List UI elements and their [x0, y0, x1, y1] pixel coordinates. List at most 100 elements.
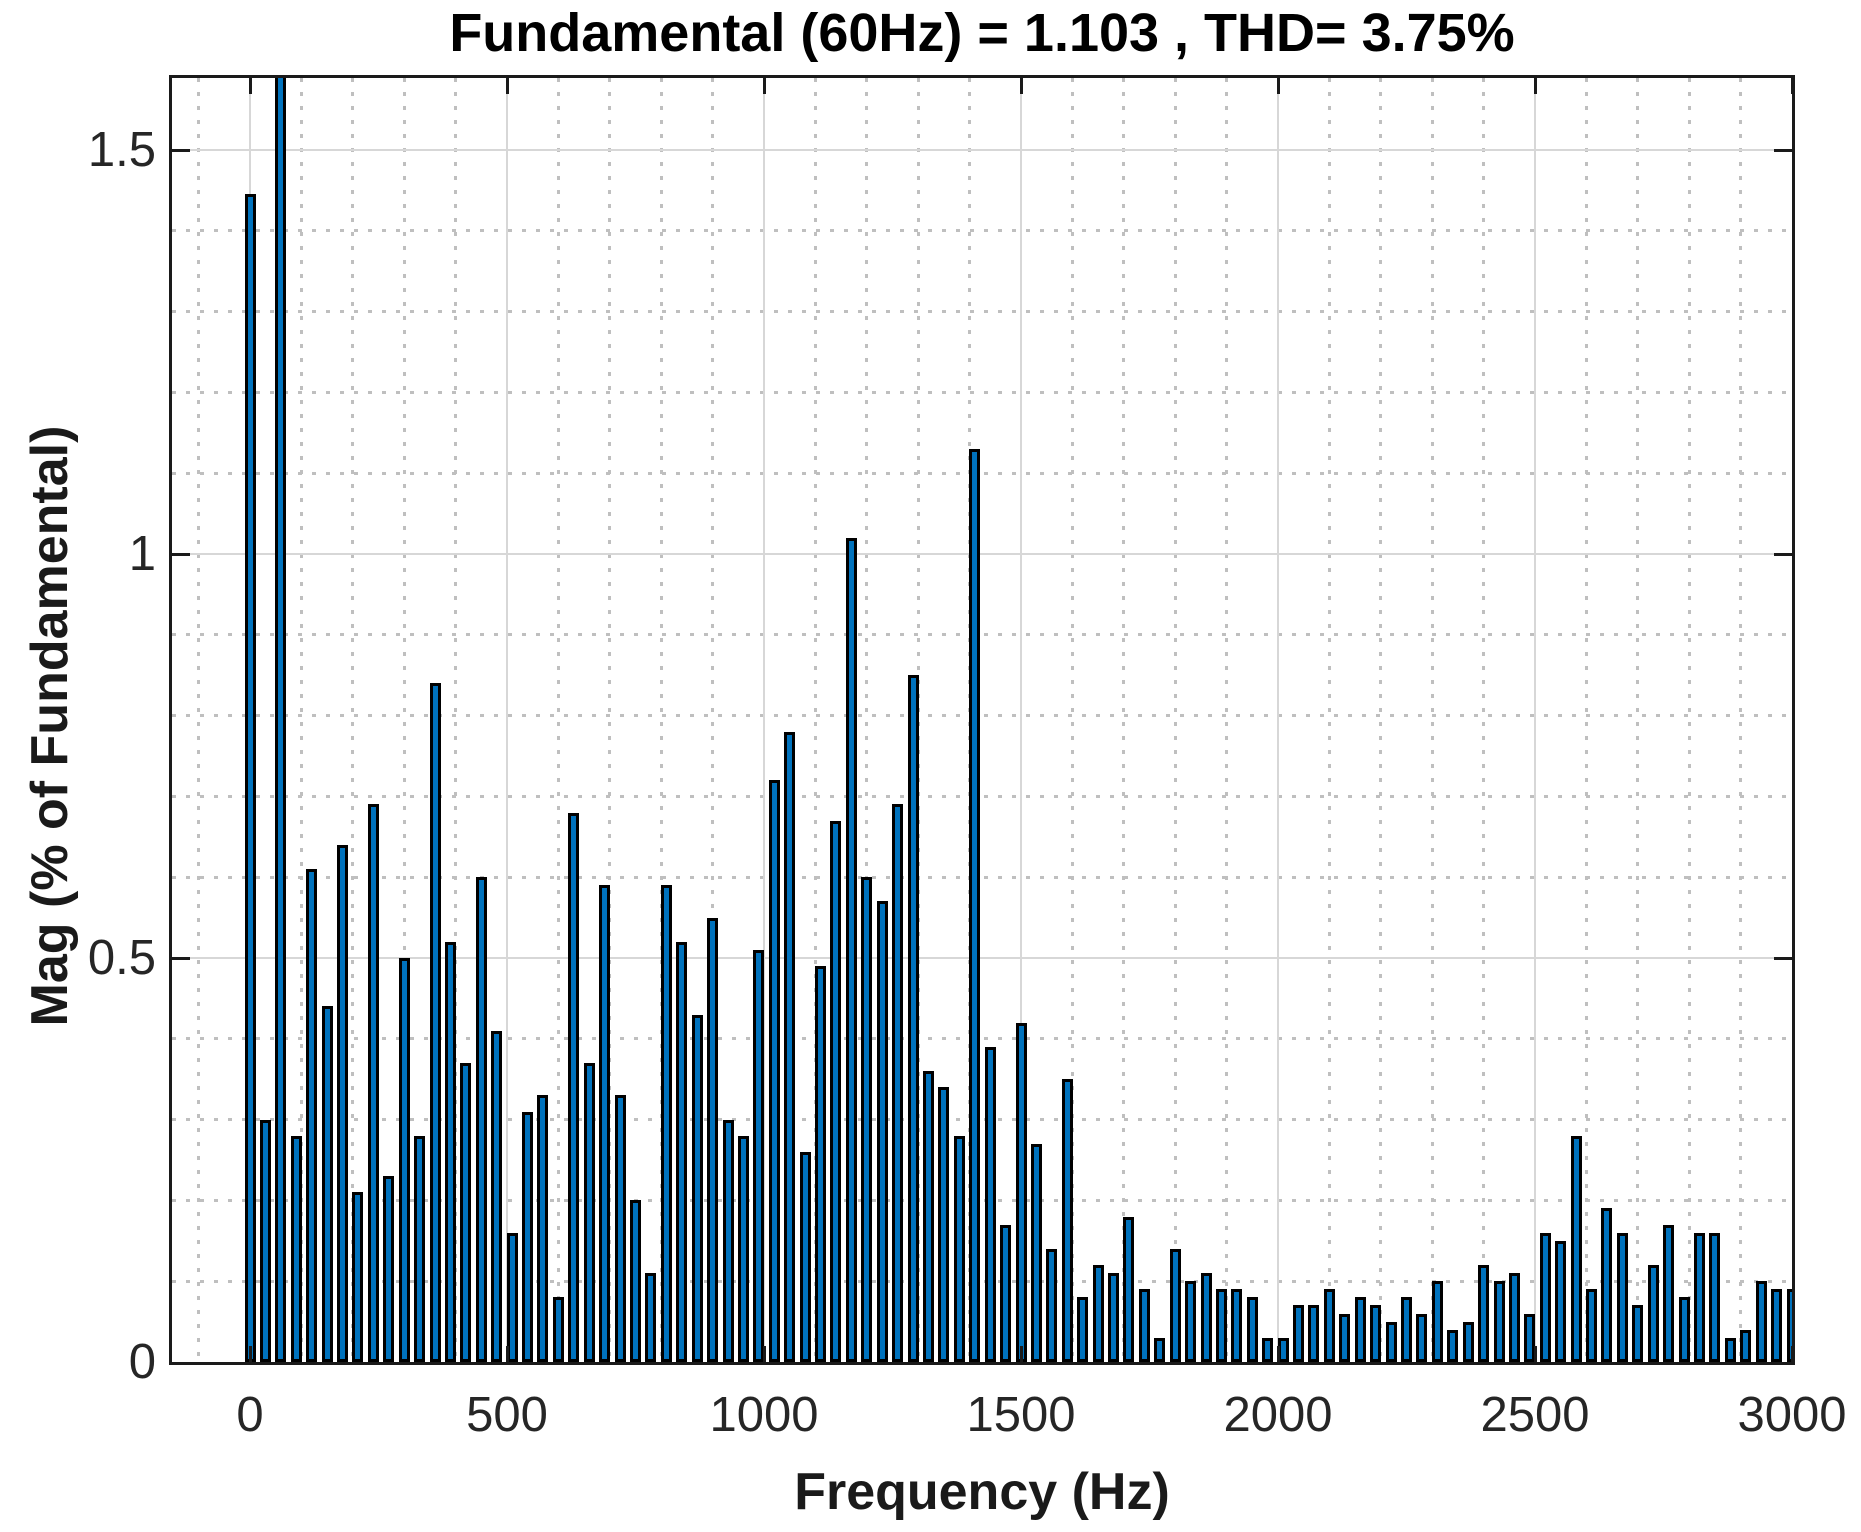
major-gridline-y — [172, 149, 1792, 151]
y-tick-mark — [1774, 956, 1792, 960]
bar — [892, 804, 904, 1362]
bar — [815, 966, 827, 1362]
bar — [1616, 1233, 1628, 1362]
minor-gridline-x — [1636, 78, 1640, 1362]
y-tick-label: 0 — [128, 1335, 156, 1389]
bar — [1293, 1305, 1305, 1362]
bar — [1755, 1281, 1767, 1362]
bar — [799, 1152, 811, 1362]
bar — [922, 1071, 934, 1362]
bar — [984, 1047, 996, 1362]
bar — [1123, 1217, 1135, 1362]
minor-gridline-y — [172, 471, 1792, 475]
x-tick-mark — [248, 78, 252, 94]
bar — [398, 958, 410, 1362]
x-tick-label: 1000 — [709, 1388, 819, 1442]
minor-gridline-x — [1173, 78, 1177, 1362]
minor-gridline-x — [813, 78, 817, 1362]
minor-gridline-x — [1584, 78, 1588, 1362]
bar — [1724, 1338, 1736, 1362]
bar — [1401, 1297, 1412, 1362]
bar — [1462, 1322, 1474, 1362]
x-tick-label: 3000 — [1737, 1388, 1847, 1442]
bar — [969, 449, 981, 1362]
bar — [475, 877, 487, 1362]
bar — [259, 1120, 271, 1362]
minor-gridline-x — [1225, 78, 1229, 1362]
x-tick-mark — [1790, 1346, 1792, 1362]
y-axis-label: Mag (% of Fundamental) — [21, 425, 79, 1027]
y-tick-mark — [1774, 552, 1792, 556]
bar — [460, 1063, 472, 1362]
major-gridline-x — [1534, 78, 1536, 1362]
major-gridline-x — [1277, 78, 1279, 1362]
x-tick-mark — [1790, 78, 1792, 94]
minor-gridline-y — [172, 875, 1792, 879]
minor-gridline-x — [556, 78, 560, 1362]
x-axis-label: Frequency (Hz) — [794, 1463, 1170, 1521]
bar — [1385, 1322, 1397, 1362]
bar — [876, 901, 888, 1362]
bar — [645, 1273, 657, 1362]
bar — [1416, 1314, 1428, 1362]
bar — [1678, 1297, 1690, 1362]
bar — [1308, 1305, 1320, 1362]
x-tick-mark — [505, 1346, 509, 1362]
bar — [1478, 1265, 1490, 1362]
bar — [1339, 1314, 1351, 1362]
minor-gridline-x — [711, 78, 715, 1362]
minor-gridline-x — [1327, 78, 1331, 1362]
minor-gridline-x — [299, 78, 303, 1362]
bar — [784, 732, 796, 1362]
bar — [367, 804, 379, 1362]
bar — [1061, 1079, 1073, 1362]
y-tick-label: 1.5 — [87, 123, 156, 177]
y-tick-mark — [172, 148, 190, 152]
minor-gridline-x — [865, 78, 869, 1362]
x-tick-mark — [1276, 1346, 1280, 1362]
bar — [1246, 1297, 1258, 1362]
bar — [1740, 1330, 1752, 1362]
bar — [599, 885, 611, 1362]
x-tick-mark — [762, 78, 766, 94]
major-gridline-y — [172, 957, 1792, 959]
bar — [1786, 1289, 1792, 1362]
bar — [676, 942, 688, 1362]
x-tick-label: 500 — [466, 1388, 548, 1442]
bar — [1169, 1249, 1181, 1362]
minor-gridline-x — [1430, 78, 1434, 1362]
bar — [768, 780, 780, 1362]
minor-gridline-x — [1687, 78, 1691, 1362]
bar — [337, 845, 349, 1362]
bar — [861, 877, 873, 1362]
bar — [630, 1200, 641, 1362]
major-gridline-x — [1020, 78, 1022, 1362]
bar — [1092, 1265, 1104, 1362]
bar — [1555, 1241, 1567, 1362]
bar — [1508, 1273, 1520, 1362]
bar — [1215, 1289, 1227, 1362]
bar — [953, 1136, 965, 1362]
bar — [506, 1233, 518, 1362]
bar — [737, 1136, 749, 1362]
minor-gridline-x — [1482, 78, 1486, 1362]
minor-gridline-y — [172, 390, 1792, 394]
major-gridline-x — [763, 78, 765, 1362]
x-tick-mark — [1533, 78, 1537, 94]
y-tick-mark — [172, 552, 190, 556]
bar — [1354, 1297, 1366, 1362]
bar — [1709, 1233, 1721, 1362]
bar — [1539, 1233, 1551, 1362]
y-tick-label: 0.5 — [87, 931, 156, 985]
minor-gridline-x — [351, 78, 355, 1362]
bar — [830, 821, 842, 1362]
bar — [938, 1087, 950, 1362]
minor-gridline-y — [172, 1198, 1792, 1202]
minor-gridline-y — [172, 794, 1792, 798]
x-tick-mark — [1019, 78, 1023, 94]
bar — [306, 869, 318, 1362]
bar — [1231, 1289, 1243, 1362]
bar — [1601, 1208, 1613, 1362]
minor-gridline-x — [402, 78, 406, 1362]
